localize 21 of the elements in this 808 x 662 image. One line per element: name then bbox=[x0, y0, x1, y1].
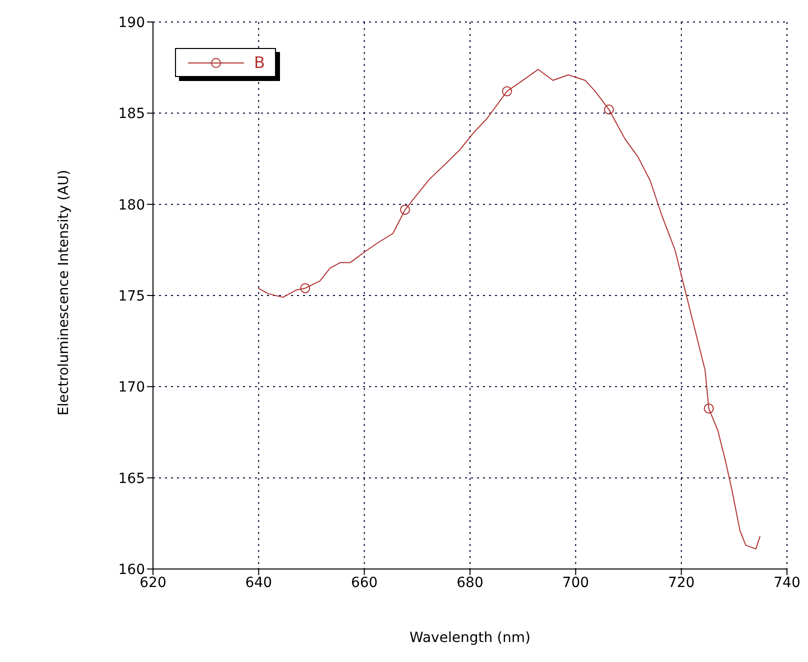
point bbox=[704, 404, 714, 414]
point bbox=[300, 283, 310, 294]
point bbox=[502, 86, 512, 96]
x-tick-label: 740 bbox=[774, 574, 800, 591]
y-tick-label: 180 bbox=[118, 197, 145, 214]
y-tick-label: 190 bbox=[118, 14, 145, 31]
legend-label: B bbox=[254, 53, 265, 72]
x-axis-title: Wavelength (nm) bbox=[410, 630, 530, 646]
x-tick-label: 700 bbox=[562, 574, 590, 591]
x-tick-label: 660 bbox=[350, 574, 378, 591]
point bbox=[400, 204, 410, 215]
x-tick-label: 640 bbox=[245, 574, 272, 591]
y-tick-label: 170 bbox=[118, 380, 145, 396]
x-tick-label: 680 bbox=[456, 574, 484, 591]
y-axis-title: Electroluminescence Intensity (AU) bbox=[56, 170, 72, 416]
y-tick-label: 175 bbox=[118, 288, 145, 304]
line-series bbox=[258, 68, 761, 550]
y-tick-label: 165 bbox=[118, 470, 145, 487]
point bbox=[604, 104, 614, 115]
x-tick-label: 720 bbox=[668, 574, 695, 591]
y-tick-label: 185 bbox=[118, 106, 145, 122]
